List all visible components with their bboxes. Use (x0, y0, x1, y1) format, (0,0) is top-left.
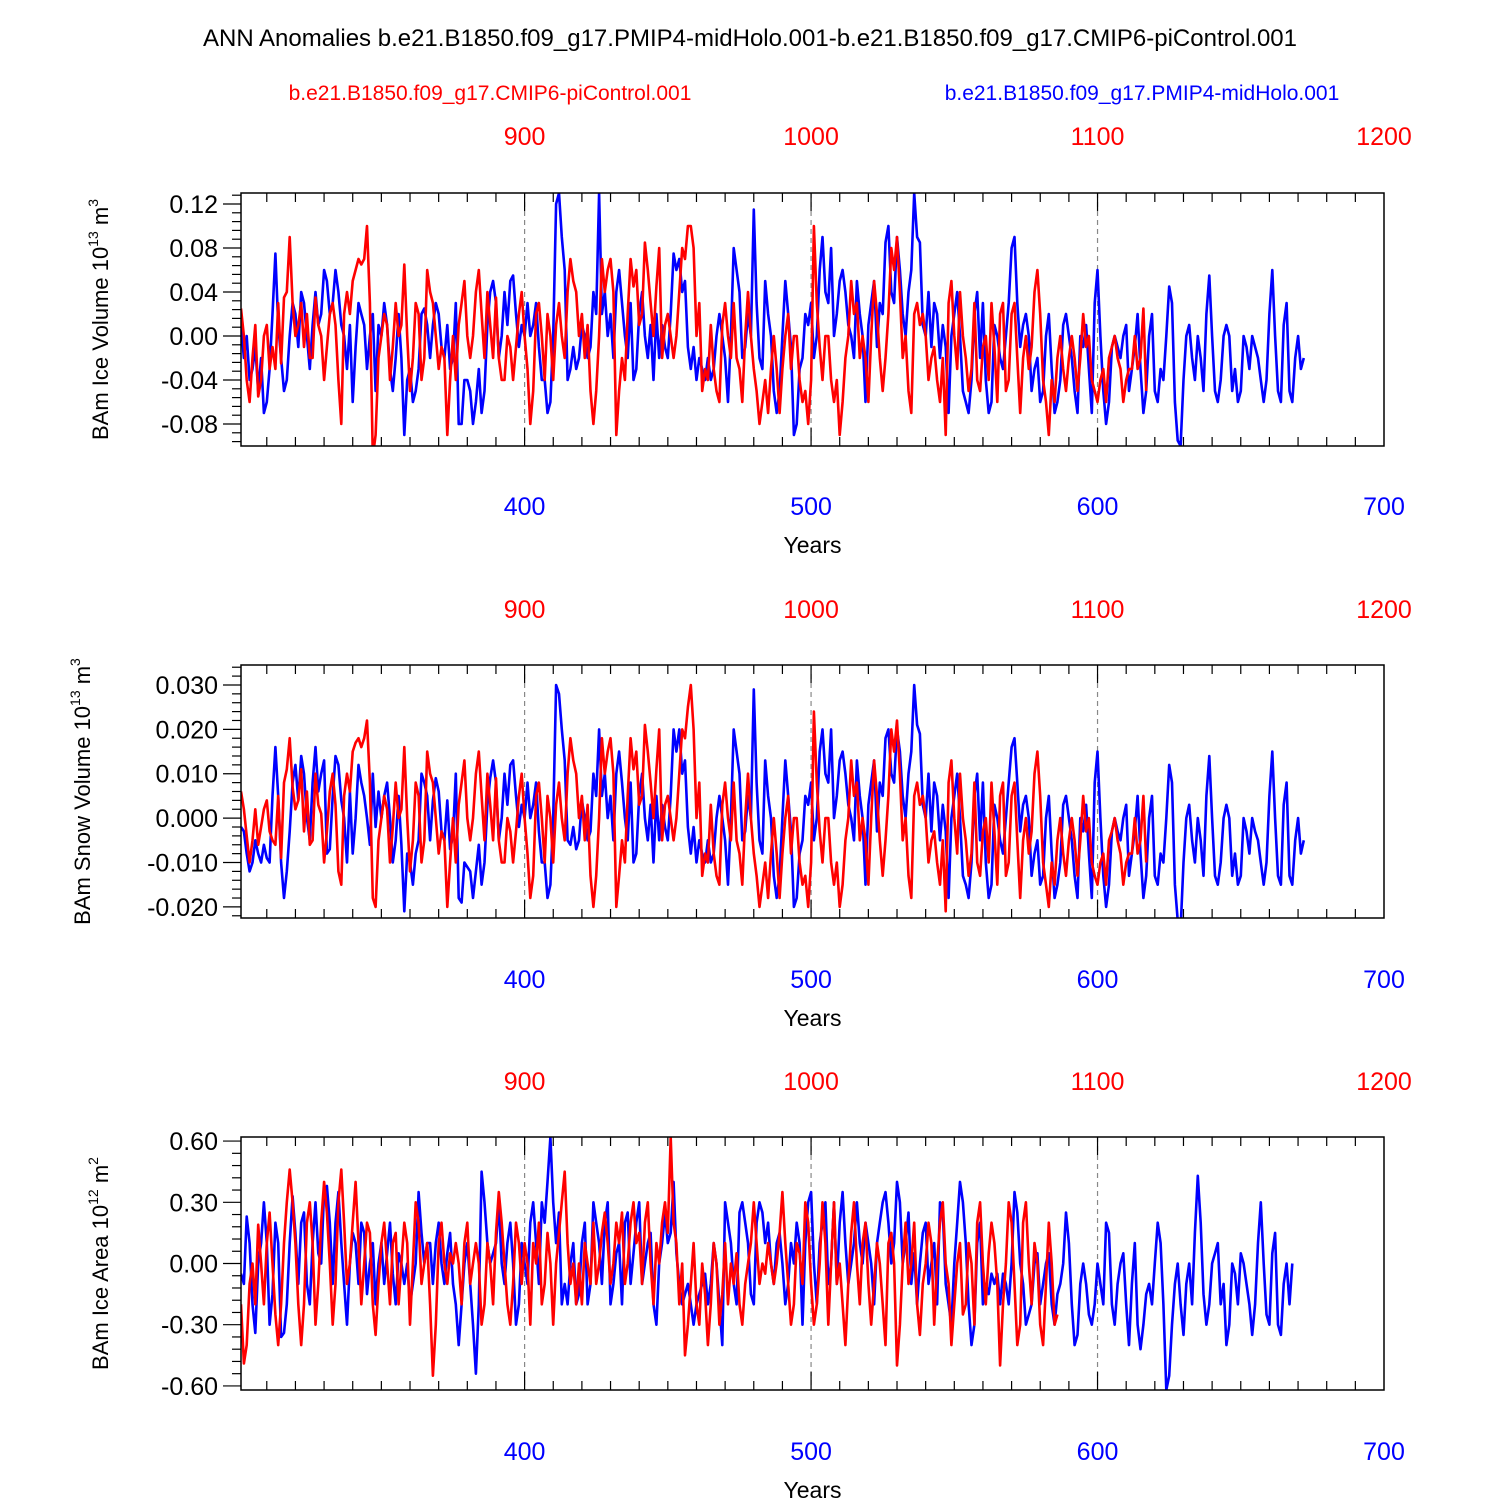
x-axis-label: Years (784, 532, 842, 558)
y-tick-label: 0.60 (169, 1128, 218, 1156)
y-tick-label: 0.00 (169, 1251, 218, 1279)
x-tick-label-bottom: 700 (1363, 966, 1405, 994)
y-label-superscript: 2 (85, 1157, 101, 1165)
y-tick-label: 0.12 (169, 191, 218, 219)
y-tick-label: 0.08 (169, 235, 218, 263)
y-axis-label: BAm Ice Volume 1013 m3 (85, 199, 113, 440)
x-tick-label-top: 1200 (1356, 596, 1412, 624)
y-label-superscript: 3 (67, 658, 83, 666)
x-tick-label-top: 900 (504, 596, 546, 624)
series-picontrol (241, 224, 1148, 446)
y-label-superscript: 13 (85, 231, 101, 247)
y-tick-label: -0.30 (161, 1312, 218, 1340)
y-tick-label: -0.08 (161, 411, 218, 439)
y-tick-label: -0.010 (147, 850, 218, 878)
x-axis-label: Years (784, 1005, 842, 1031)
x-tick-label-top: 900 (504, 1068, 546, 1096)
x-axis-label: Years (784, 1477, 842, 1500)
x-tick-label-top: 1100 (1071, 596, 1125, 624)
y-tick-label: 0.030 (155, 672, 218, 700)
series-picontrol (241, 683, 1148, 913)
x-tick-label-bottom: 600 (1077, 966, 1119, 994)
x-tick-label-bottom: 700 (1363, 1438, 1405, 1466)
x-tick-label-bottom: 600 (1077, 493, 1119, 521)
x-tick-label-bottom: 400 (504, 966, 546, 994)
x-tick-label-top: 1200 (1356, 1068, 1412, 1096)
figure-title: ANN Anomalies b.e21.B1850.f09_g17.PMIP4-… (203, 25, 1297, 52)
y-tick-label: 0.010 (155, 761, 218, 789)
chart-panel-1: 400 500 600 700 900 1000 1100 1200 0.12 0.08 0.04 0… (85, 123, 1412, 558)
legend-picontrol: b.e21.B1850.f09_g17.CMIP6-piControl.001 (289, 82, 692, 105)
x-tick-label-bottom: 500 (790, 1438, 832, 1466)
y-tick-label: -0.60 (161, 1373, 218, 1401)
x-tick-label-bottom: 400 (504, 1438, 546, 1466)
x-tick-label-top: 1200 (1356, 123, 1412, 151)
y-tick-label: 0.020 (155, 716, 218, 744)
y-label-text: m (88, 1165, 113, 1189)
chart-panel-3: 400 500 600 700 900 1000 1100 1200 0.60 0.30 0.00 -… (85, 1068, 1412, 1500)
y-label-superscript: 12 (85, 1189, 101, 1205)
series-picontrol (241, 1137, 1059, 1377)
y-tick-label: 0.30 (169, 1189, 218, 1217)
y-label-text: BAm Ice Area 10 (88, 1205, 113, 1370)
y-tick-label: -0.04 (161, 367, 218, 395)
y-label-superscript: 3 (85, 199, 101, 207)
chart-panel-2: 400 500 600 700 900 1000 1100 1200 0.030 0.020 0.0… (67, 596, 1412, 1031)
y-label-superscript: 13 (67, 690, 83, 706)
legend-midholo: b.e21.B1850.f09_g17.PMIP4-midHolo.001 (945, 82, 1340, 105)
chart-panels: 400 500 600 700 900 1000 1100 1200 0.12 0.08 0.04 0… (67, 123, 1412, 1500)
x-tick-label-bottom: 700 (1363, 493, 1405, 521)
x-tick-label-bottom: 500 (790, 966, 832, 994)
x-tick-label-top: 1000 (783, 1068, 839, 1096)
y-tick-label: 0.000 (155, 805, 218, 833)
y-tick-label: -0.020 (147, 894, 218, 922)
x-tick-label-top: 900 (504, 123, 546, 151)
y-label-text: m (70, 666, 95, 690)
x-tick-label-top: 1100 (1071, 123, 1125, 151)
x-tick-label-bottom: 400 (504, 493, 546, 521)
series-midholo (241, 1137, 1294, 1390)
y-tick-label: 0.00 (169, 323, 218, 351)
plot-frame (240, 192, 1385, 447)
x-tick-label-bottom: 600 (1077, 1438, 1119, 1466)
y-label-text: m (88, 207, 113, 231)
x-tick-label-top: 1000 (783, 596, 839, 624)
x-tick-label-bottom: 500 (790, 493, 832, 521)
y-axis-label: BAm Snow Volume 1013 m3 (67, 658, 95, 925)
x-tick-label-top: 1000 (783, 123, 839, 151)
y-label-text: BAm Snow Volume 10 (70, 706, 95, 925)
y-axis-label: BAm Ice Area 1012 m2 (85, 1157, 113, 1370)
y-tick-label: 0.04 (169, 279, 218, 307)
x-tick-label-top: 1100 (1071, 1068, 1125, 1096)
y-label-text: BAm Ice Volume 10 (88, 247, 113, 440)
